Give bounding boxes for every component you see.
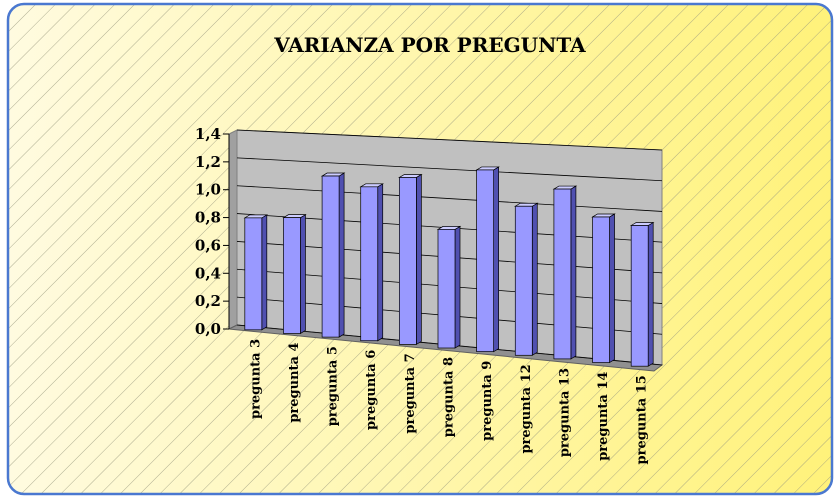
- x-tick-label: pregunta 9: [480, 361, 495, 441]
- chart-title: VARIANZA POR PREGUNTA: [273, 33, 586, 57]
- y-tick-label: 1,4: [195, 125, 221, 143]
- y-tick-label: 1,2: [195, 153, 221, 171]
- bar-side: [531, 202, 538, 356]
- bar-side: [570, 185, 577, 360]
- grid-line: [236, 129, 663, 151]
- bar: [244, 217, 263, 331]
- x-tick-label: pregunta 8: [442, 357, 457, 437]
- bar: [476, 169, 494, 352]
- bar-side: [454, 225, 461, 349]
- y-tick-label: 0,4: [195, 264, 221, 282]
- bar-side: [377, 183, 384, 342]
- bar: [321, 175, 340, 338]
- grid-line: [236, 157, 663, 182]
- side-wall: [228, 129, 238, 330]
- bar: [553, 188, 572, 360]
- bar: [437, 229, 456, 349]
- y-tick-label: 0,6: [195, 236, 221, 254]
- bar: [630, 225, 649, 367]
- x-tick-label: pregunta 3: [248, 339, 263, 419]
- x-tick-label: pregunta 13: [557, 368, 572, 457]
- bar: [399, 177, 417, 345]
- y-tick-label: 1,0: [195, 181, 221, 199]
- bar: [360, 186, 379, 342]
- bar: [283, 217, 301, 334]
- bar-side: [493, 166, 499, 353]
- bar: [592, 216, 610, 363]
- x-tick-label: pregunta 5: [326, 346, 341, 426]
- bar-side: [416, 173, 422, 345]
- y-tick-label: 0,2: [195, 292, 221, 310]
- bar-side: [261, 214, 268, 331]
- x-tick-label: pregunta 6: [364, 350, 379, 430]
- bar-side: [609, 213, 615, 364]
- x-tick-label: pregunta 14: [596, 372, 611, 461]
- x-tick-label: pregunta 12: [519, 364, 534, 453]
- x-tick-label: pregunta 7: [403, 353, 418, 433]
- x-tick-label: pregunta 4: [287, 342, 302, 422]
- bar-side: [338, 172, 345, 338]
- y-tick-label: 0,0: [195, 320, 221, 338]
- y-tick-label: 0,8: [195, 209, 221, 227]
- bar: [514, 205, 533, 356]
- grid-line: [236, 185, 663, 212]
- x-tick-label: pregunta 15: [635, 375, 650, 464]
- bar-side: [647, 221, 654, 367]
- bar-side: [300, 214, 306, 335]
